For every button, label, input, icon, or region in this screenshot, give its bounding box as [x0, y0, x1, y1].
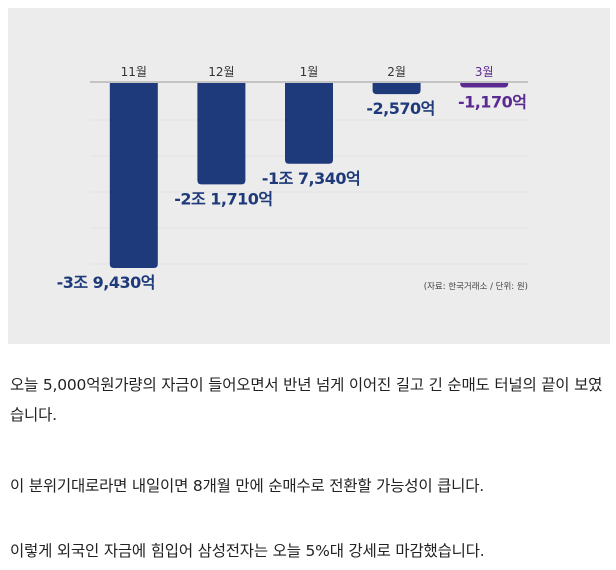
- source-note: (자료: 한국거래소 / 단위: 원): [424, 281, 528, 292]
- category-label: 11월: [121, 65, 147, 79]
- category-label: 1월: [300, 65, 319, 79]
- bar: [197, 83, 246, 185]
- bar: [285, 83, 333, 164]
- bar-chart: 11월 -3조 9,430억 12월 -2조 1,710억 1월 -1조 7,340억 2월…: [57, 65, 528, 292]
- bar: [460, 83, 509, 88]
- category-label: 2월: [387, 65, 406, 79]
- chart-panel: 11월 -3조 9,430억 12월 -2조 1,710억 1월 -1조 7,340억 2월…: [8, 8, 610, 344]
- value-label: -2,570억: [366, 99, 434, 118]
- bar: [109, 83, 158, 268]
- article-paragraph-1: 오늘 5,000억원가량의 자금이 들어오면서 반년 넘게 이어진 길고 긴 순…: [10, 376, 603, 424]
- value-label: -1조 7,340억: [262, 169, 360, 188]
- value-label: -2조 1,710억: [174, 189, 272, 208]
- value-label: -3조 9,430억: [57, 273, 155, 292]
- bar: [372, 83, 421, 95]
- category-label: 12월: [208, 65, 234, 79]
- category-label: 3월: [475, 65, 494, 79]
- article-paragraph-3: 이렇게 외국인 자금에 힘입어 삼성전자는 오늘 5%대 강세로 마감했습니다.: [10, 542, 485, 560]
- value-label: -1,170억: [458, 93, 526, 112]
- article-paragraph-2: 이 분위기대로라면 내일이면 8개월 만에 순매수로 전환할 가능성이 큽니다.: [10, 477, 485, 495]
